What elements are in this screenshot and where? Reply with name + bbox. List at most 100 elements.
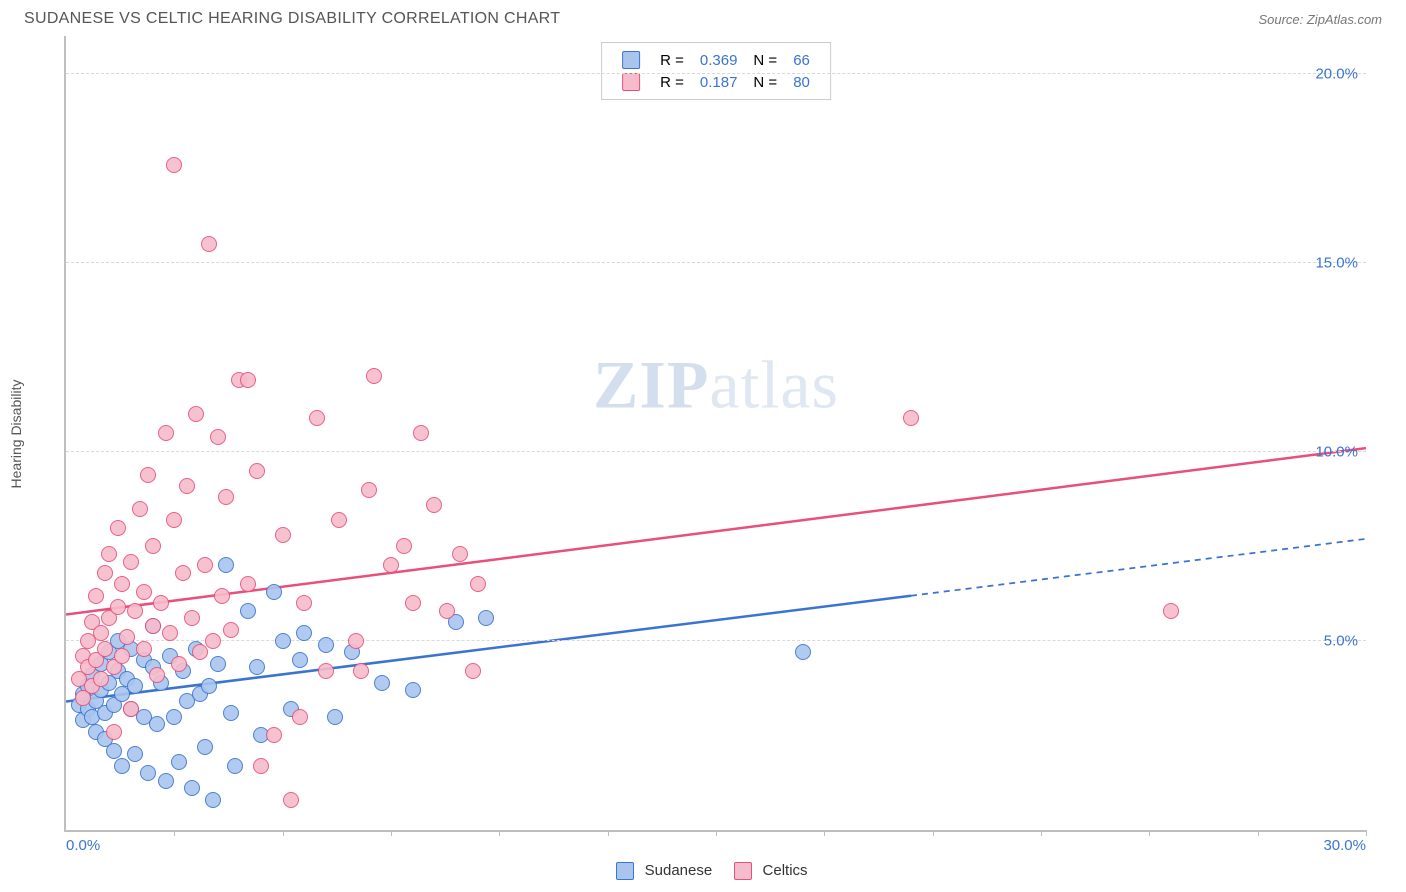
data-point	[106, 743, 122, 759]
data-point	[240, 603, 256, 619]
data-point	[197, 739, 213, 755]
data-point	[114, 758, 130, 774]
data-point	[127, 603, 143, 619]
data-point	[383, 557, 399, 573]
data-point	[275, 633, 291, 649]
data-point	[127, 746, 143, 762]
y-tick-label: 5.0%	[1324, 632, 1358, 649]
data-point	[275, 527, 291, 543]
x-axis-max-label: 30.0%	[1323, 837, 1366, 854]
x-tick	[1041, 830, 1042, 836]
data-point	[361, 482, 377, 498]
data-point	[331, 512, 347, 528]
data-point	[123, 554, 139, 570]
legend-bottom-swatch-0	[616, 862, 634, 880]
data-point	[127, 678, 143, 694]
y-axis-label: Hearing Disability	[8, 380, 24, 489]
data-point	[309, 410, 325, 426]
data-point	[201, 678, 217, 694]
x-tick	[174, 830, 175, 836]
data-point	[158, 425, 174, 441]
x-tick	[1149, 830, 1150, 836]
data-point	[136, 641, 152, 657]
data-point	[114, 576, 130, 592]
legend-bottom: Sudanese Celtics	[0, 838, 1406, 880]
x-tick	[824, 830, 825, 836]
data-point	[296, 625, 312, 641]
data-point	[439, 603, 455, 619]
data-point	[266, 727, 282, 743]
data-point	[93, 671, 109, 687]
data-point	[149, 716, 165, 732]
data-point	[249, 659, 265, 675]
data-point	[465, 663, 481, 679]
data-point	[249, 463, 265, 479]
data-point	[253, 758, 269, 774]
data-point	[296, 595, 312, 611]
data-point	[88, 588, 104, 604]
data-point	[353, 663, 369, 679]
data-point	[197, 557, 213, 573]
data-point	[903, 410, 919, 426]
gridline	[66, 262, 1366, 263]
trend-lines-layer	[66, 36, 1366, 830]
data-point	[318, 663, 334, 679]
watermark: ZIPatlas	[593, 346, 839, 425]
data-point	[171, 754, 187, 770]
data-point	[218, 489, 234, 505]
data-point	[205, 792, 221, 808]
legend-R-label: R =	[652, 71, 692, 93]
data-point	[140, 467, 156, 483]
data-point	[201, 236, 217, 252]
data-point	[396, 538, 412, 554]
data-point	[166, 709, 182, 725]
watermark-bold: ZIP	[593, 347, 709, 423]
data-point	[227, 758, 243, 774]
gridline	[66, 451, 1366, 452]
data-point	[93, 625, 109, 641]
x-tick	[608, 830, 609, 836]
data-point	[348, 633, 364, 649]
data-point	[140, 765, 156, 781]
data-point	[162, 625, 178, 641]
data-point	[136, 584, 152, 600]
data-point	[478, 610, 494, 626]
legend-stats: R = 0.369 N = 66 R = 0.187 N = 80	[601, 42, 831, 100]
gridline	[66, 73, 1366, 74]
data-point	[166, 157, 182, 173]
plot-area: ZIPatlas R = 0.369 N = 66 R = 0.187 N = …	[64, 36, 1366, 832]
data-point	[214, 588, 230, 604]
x-tick	[1258, 830, 1259, 836]
data-point	[110, 520, 126, 536]
data-point	[210, 429, 226, 445]
data-point	[210, 656, 226, 672]
legend-N-value-1: 80	[785, 71, 818, 93]
data-point	[1163, 603, 1179, 619]
data-point	[292, 652, 308, 668]
data-point	[97, 565, 113, 581]
data-point	[166, 512, 182, 528]
x-tick	[933, 830, 934, 836]
data-point	[795, 644, 811, 660]
data-point	[132, 501, 148, 517]
data-point	[184, 780, 200, 796]
data-point	[223, 622, 239, 638]
data-point	[158, 773, 174, 789]
x-tick	[1366, 830, 1367, 836]
legend-swatch-0	[622, 51, 640, 69]
source-label: Source: ZipAtlas.com	[1258, 12, 1382, 27]
legend-R-label: R =	[652, 49, 692, 71]
data-point	[188, 406, 204, 422]
legend-R-value-1: 0.187	[692, 71, 746, 93]
data-point	[283, 792, 299, 808]
data-point	[413, 425, 429, 441]
data-point	[366, 368, 382, 384]
data-point	[106, 724, 122, 740]
legend-N-label: N =	[745, 71, 785, 93]
chart-container: Hearing Disability ZIPatlas R = 0.369 N …	[20, 36, 1386, 832]
data-point	[145, 538, 161, 554]
y-tick-label: 20.0%	[1315, 65, 1358, 82]
data-point	[266, 584, 282, 600]
data-point	[470, 576, 486, 592]
legend-bottom-swatch-1	[734, 862, 752, 880]
